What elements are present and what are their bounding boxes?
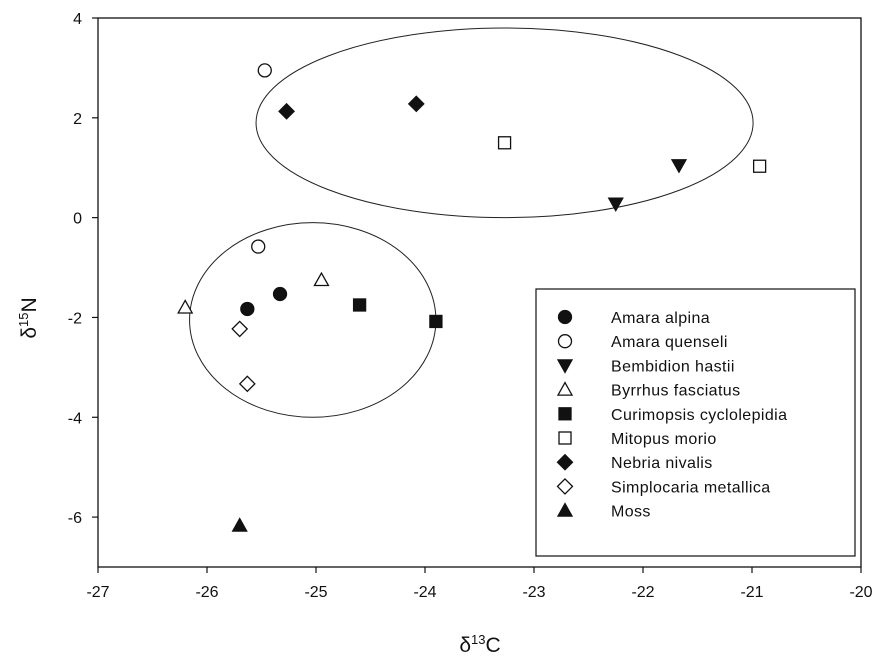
- x-axis-title-base: δ: [459, 634, 471, 657]
- x-axis-title-sup: 13: [471, 632, 485, 647]
- point-simplocaria-metallica: [231, 320, 249, 338]
- x-axis-title-rest: C: [486, 634, 501, 657]
- y-tick-label: 2: [73, 111, 82, 128]
- legend-marker-byrrhus-fasciatus: [556, 381, 574, 396]
- point-moss: [231, 517, 248, 532]
- y-axis-title-base: δ: [18, 327, 41, 339]
- legend-label-nebria-nivalis: Nebria nivalis: [611, 455, 713, 472]
- y-tick-label: 4: [73, 11, 82, 28]
- point-simplocaria-metallica: [238, 375, 256, 393]
- y-tick-label: -2: [68, 310, 82, 327]
- legend-marker-amara-quenseli: [557, 334, 573, 349]
- legend-marker-nebria-nivalis: [556, 453, 574, 471]
- legend-box: [535, 288, 856, 557]
- point-mitopus-morio: [497, 136, 512, 150]
- legend-marker-amara-alpina: [557, 309, 573, 325]
- x-tick-label: -24: [413, 584, 436, 601]
- point-curimopsis-cyclolepidia: [352, 298, 367, 312]
- point-byrrhus-fasciatus: [177, 299, 194, 314]
- legend-label-byrrhus-fasciatus: Byrrhus fasciatus: [611, 383, 741, 400]
- cluster-ellipse-2: [189, 222, 437, 418]
- point-amara-quenseli: [251, 239, 266, 254]
- legend-marker-curimopsis-cyclolepidia: [558, 407, 572, 421]
- legend-label-amara-quenseli: Amara quenseli: [611, 334, 728, 351]
- x-tick-label: -27: [86, 584, 109, 601]
- legend-marker-mitopus-morio: [558, 431, 572, 445]
- legend-label-mitopus-morio: Mitopus morio: [611, 431, 717, 448]
- point-nebria-nivalis: [278, 102, 295, 120]
- x-tick-label: -25: [304, 584, 327, 601]
- x-tick-label: -20: [849, 584, 872, 601]
- legend-label-bembidion-hastii: Bembidion hastii: [611, 358, 735, 375]
- data-points: [177, 63, 767, 532]
- y-tick-label: -4: [68, 410, 82, 427]
- legend-marker-moss: [556, 502, 574, 517]
- x-axis-title: δ13C: [459, 632, 500, 657]
- legend-marker-simplocaria-metallica: [556, 477, 574, 495]
- legend-label-moss: Moss: [611, 504, 651, 521]
- point-mitopus-morio: [752, 159, 767, 173]
- x-tick-label: -26: [195, 584, 218, 601]
- point-nebria-nivalis: [407, 95, 425, 113]
- point-curimopsis-cyclolepidia: [429, 314, 443, 329]
- legend-marker-bembidion-hastii: [556, 359, 574, 374]
- legend-label-simplocaria-metallica: Simplocaria metallica: [611, 479, 771, 496]
- plot-frame: [97, 17, 862, 568]
- point-byrrhus-fasciatus: [313, 271, 330, 287]
- y-axis-title-sup: 15: [16, 313, 31, 327]
- x-tick-label: -22: [631, 584, 654, 601]
- legend: Amara alpina Amara quenseli Bembidion hast…: [535, 288, 856, 557]
- point-amara-alpina: [272, 286, 288, 302]
- point-amara-alpina: [240, 301, 255, 317]
- point-bembidion-hastii: [670, 159, 688, 174]
- y-axis-title-rest: N: [18, 297, 41, 312]
- y-axis-title: δ15N: [16, 297, 41, 338]
- x-tick-label: -21: [740, 584, 763, 601]
- cluster-ellipse-1: [255, 27, 754, 219]
- point-bembidion-hastii: [607, 197, 624, 212]
- x-tick-label: -23: [522, 584, 545, 601]
- y-tick-label: 0: [73, 211, 82, 228]
- legend-label-curimopsis-cyclolepidia: Curimopsis cyclolepidia: [611, 407, 787, 424]
- y-tick-label: -6: [68, 510, 82, 527]
- point-amara-quenseli: [257, 63, 272, 78]
- legend-label-amara-alpina: Amara alpina: [611, 310, 710, 327]
